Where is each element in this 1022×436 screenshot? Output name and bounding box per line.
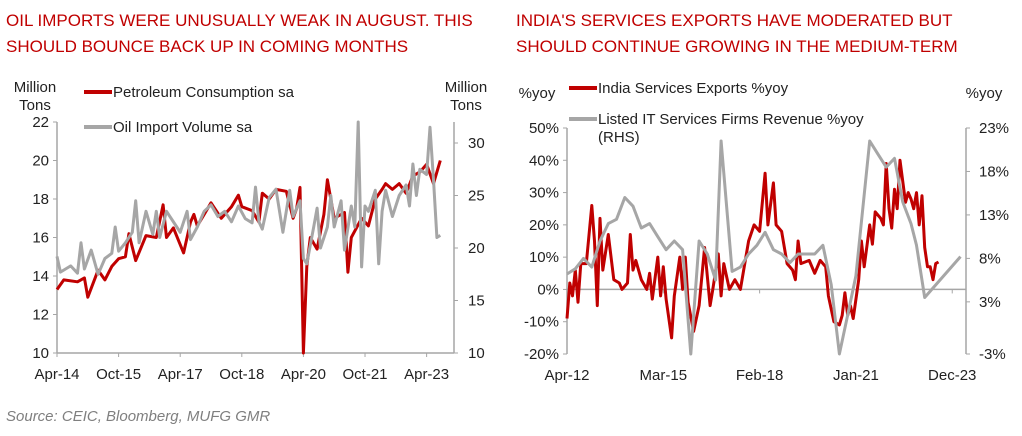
chart-2-x-tick-label: Dec-23 (928, 367, 976, 384)
chart-2-y-tick-label: 10% (529, 249, 559, 266)
chart-2-legend-label-2: Listed IT Services Firms Revenue %yoy (598, 111, 864, 128)
chart-2-legend-label-2-suffix: (RHS) (598, 129, 640, 146)
chart-1-y-axis-title-line2: Tons (19, 97, 51, 114)
chart-1-y-tick-label: 14 (32, 268, 49, 285)
chart-2-y2-tick-label: 3% (979, 294, 1001, 311)
chart-2-y-tick-label: 50% (529, 120, 559, 137)
chart-2-x-tick-label: Apr-12 (544, 367, 589, 384)
chart-1-y-tick-label: 22 (32, 114, 49, 131)
chart-1-y-tick-label: 12 (32, 307, 49, 324)
chart-2-y-tick-label: -20% (524, 346, 559, 363)
chart-2-series-line-1 (565, 158, 940, 340)
chart-1-x-tick-label: Apr-17 (158, 366, 203, 383)
chart-1-legend-label-1: Petroleum Consumption sa (113, 84, 295, 101)
chart-1-series-line-1 (55, 160, 442, 355)
chart-2-y2-tick-label: 8% (979, 250, 1001, 267)
chart-1-y2-tick-label: 20 (468, 240, 485, 257)
chart-2-x-tick-label: Mar-15 (640, 367, 688, 384)
chart-2-y2-tick-label: -3% (979, 346, 1006, 363)
chart-2-legend-label-1: India Services Exports %yoy (598, 80, 789, 97)
chart-1-legend-label-2: Oil Import Volume sa (113, 119, 253, 136)
chart-1-series-line-2 (55, 120, 442, 276)
chart-2-y-tick-label: 0% (537, 281, 559, 298)
chart-2-y-tick-label: 30% (529, 185, 559, 202)
chart-2-y2-tick-label: 18% (979, 163, 1009, 180)
chart-2-y-tick-label: 20% (529, 217, 559, 234)
chart-1-y2-tick-label: 15 (468, 293, 485, 310)
chart-1-y2-tick-label: 25 (468, 188, 485, 205)
chart-1-x-tick-label: Apr-23 (404, 366, 449, 383)
chart-1-title: OIL IMPORTS WERE UNUSUALLY WEAK IN AUGUS… (6, 11, 473, 56)
chart-2-y2-tick-label: 13% (979, 207, 1009, 224)
chart-1-x-tick-label: Apr-20 (281, 366, 326, 383)
chart-1-y-axis-title-line1: Million (14, 79, 57, 96)
chart-1-y-tick-label: 18 (32, 191, 49, 208)
chart-1-y-tick-label: 20 (32, 153, 49, 170)
chart-2-y2-tick-label: 23% (979, 120, 1009, 137)
chart-1-y-tick-label: 16 (32, 230, 49, 247)
chart-1-y2-axis-title-line2: Tons (450, 97, 482, 114)
chart-1-x-tick-label: Oct-21 (343, 366, 388, 383)
source-note: Source: CEIC, Bloomberg, MUFG GMR (6, 408, 271, 425)
chart-1-y2-axis-title-line1: Million (445, 79, 488, 96)
chart-2-x-tick-label: Jan-21 (833, 367, 879, 384)
chart-1-y2-tick-label: 30 (468, 135, 485, 152)
chart-2-series-line-2 (566, 139, 962, 356)
chart-1-x-tick-label: Oct-18 (219, 366, 264, 383)
chart-2-title: INDIA'S SERVICES EXPORTS HAVE MODERATED … (516, 11, 958, 56)
chart-2-x-tick-label: Feb-18 (736, 367, 784, 384)
chart-1-y-tick-label: 10 (32, 345, 49, 362)
chart-1-x-tick-label: Apr-14 (34, 366, 79, 383)
chart-2-y-axis-title: %yoy (519, 85, 556, 102)
chart-1-x-tick-label: Oct-15 (96, 366, 141, 383)
chart-1-y2-tick-label: 10 (468, 345, 485, 362)
chart-2-y-tick-label: 40% (529, 152, 559, 169)
chart-2-y2-axis-title: %yoy (966, 85, 1003, 102)
chart-2-y-tick-label: -10% (524, 314, 559, 331)
